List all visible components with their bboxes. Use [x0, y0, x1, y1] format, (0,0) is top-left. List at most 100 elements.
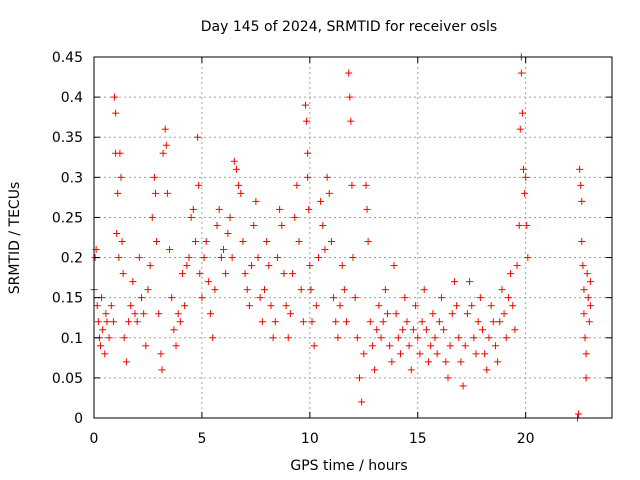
x-tick-label: 10	[301, 431, 319, 447]
data-point	[390, 262, 398, 270]
data-point	[174, 310, 182, 318]
data-point	[289, 270, 297, 278]
data-point	[178, 270, 186, 278]
y-tick-label: 0.15	[52, 291, 83, 307]
data-point	[450, 278, 458, 286]
data-point	[258, 318, 266, 326]
data-point	[94, 318, 102, 326]
data-point	[306, 262, 314, 270]
data-point	[433, 350, 441, 358]
data-point	[198, 294, 206, 302]
data-point	[239, 238, 247, 246]
data-point	[107, 302, 115, 310]
y-tick-label: 0	[74, 411, 83, 427]
data-point	[336, 302, 344, 310]
data-point	[416, 350, 424, 358]
data-point	[113, 229, 121, 237]
data-point	[578, 238, 586, 246]
data-point	[502, 334, 510, 342]
data-point	[353, 334, 361, 342]
data-point	[351, 294, 359, 302]
data-point	[575, 410, 583, 418]
y-tick-label: 0.35	[52, 130, 83, 146]
data-point	[507, 270, 515, 278]
data-point	[405, 342, 413, 350]
data-point	[479, 326, 486, 334]
data-point	[250, 221, 258, 229]
data-point	[312, 302, 320, 310]
data-point	[144, 286, 152, 294]
axis-ticks	[93, 56, 612, 419]
data-point	[200, 254, 208, 262]
data-point	[222, 270, 230, 278]
data-point	[102, 310, 110, 318]
data-point	[204, 278, 212, 286]
data-point	[101, 350, 109, 358]
data-point	[286, 310, 294, 318]
data-point	[127, 302, 135, 310]
data-point	[476, 294, 484, 302]
data-point	[366, 318, 374, 326]
data-point	[161, 125, 169, 133]
data-point	[414, 334, 422, 342]
data-point	[521, 189, 529, 197]
data-point	[577, 181, 585, 189]
data-point	[491, 342, 499, 350]
x-tick-label: 0	[90, 431, 99, 447]
data-point	[581, 334, 589, 342]
data-point	[583, 270, 591, 278]
data-point	[358, 398, 366, 406]
data-point	[388, 358, 396, 366]
data-point	[485, 334, 493, 342]
y-tick-label: 0.45	[52, 50, 83, 66]
data-point	[226, 213, 234, 221]
y-tick-label: 0.4	[61, 90, 83, 106]
data-point	[269, 334, 277, 342]
data-point	[381, 286, 389, 294]
data-point	[299, 318, 307, 326]
data-point	[237, 189, 245, 197]
data-point	[220, 246, 227, 254]
data-point	[425, 358, 433, 366]
x-axis-label: GPS time / hours	[290, 458, 407, 474]
data-point	[355, 374, 363, 382]
data-point	[162, 141, 170, 149]
data-point	[273, 254, 281, 262]
data-point	[282, 302, 290, 310]
data-point	[303, 117, 311, 125]
y-tick-label: 0.1	[61, 331, 83, 347]
data-point	[576, 165, 584, 173]
data-point	[427, 342, 435, 350]
data-point	[271, 318, 279, 326]
data-point	[183, 262, 191, 270]
data-point	[252, 197, 260, 205]
y-tick-label: 0.25	[52, 210, 83, 226]
data-point	[146, 262, 154, 270]
data-point	[114, 189, 122, 197]
data-point	[125, 318, 133, 326]
data-point	[99, 326, 107, 334]
data-point	[403, 318, 411, 326]
data-point	[213, 221, 221, 229]
data-point	[489, 318, 497, 326]
data-point	[327, 238, 335, 246]
data-point	[153, 238, 161, 246]
plot-frame	[93, 56, 613, 419]
data-point	[364, 238, 372, 246]
data-point	[483, 366, 491, 374]
data-point	[453, 302, 461, 310]
data-point	[513, 262, 521, 270]
grid	[94, 57, 612, 418]
data-point	[470, 334, 478, 342]
data-point	[457, 358, 465, 366]
data-point	[118, 238, 126, 246]
data-point	[580, 286, 588, 294]
data-point	[207, 310, 215, 318]
data-point	[137, 294, 145, 302]
data-point	[122, 358, 130, 366]
data-point	[172, 342, 180, 350]
data-point	[265, 262, 273, 270]
data-point	[347, 117, 355, 125]
data-point	[431, 334, 439, 342]
data-point	[93, 302, 101, 310]
